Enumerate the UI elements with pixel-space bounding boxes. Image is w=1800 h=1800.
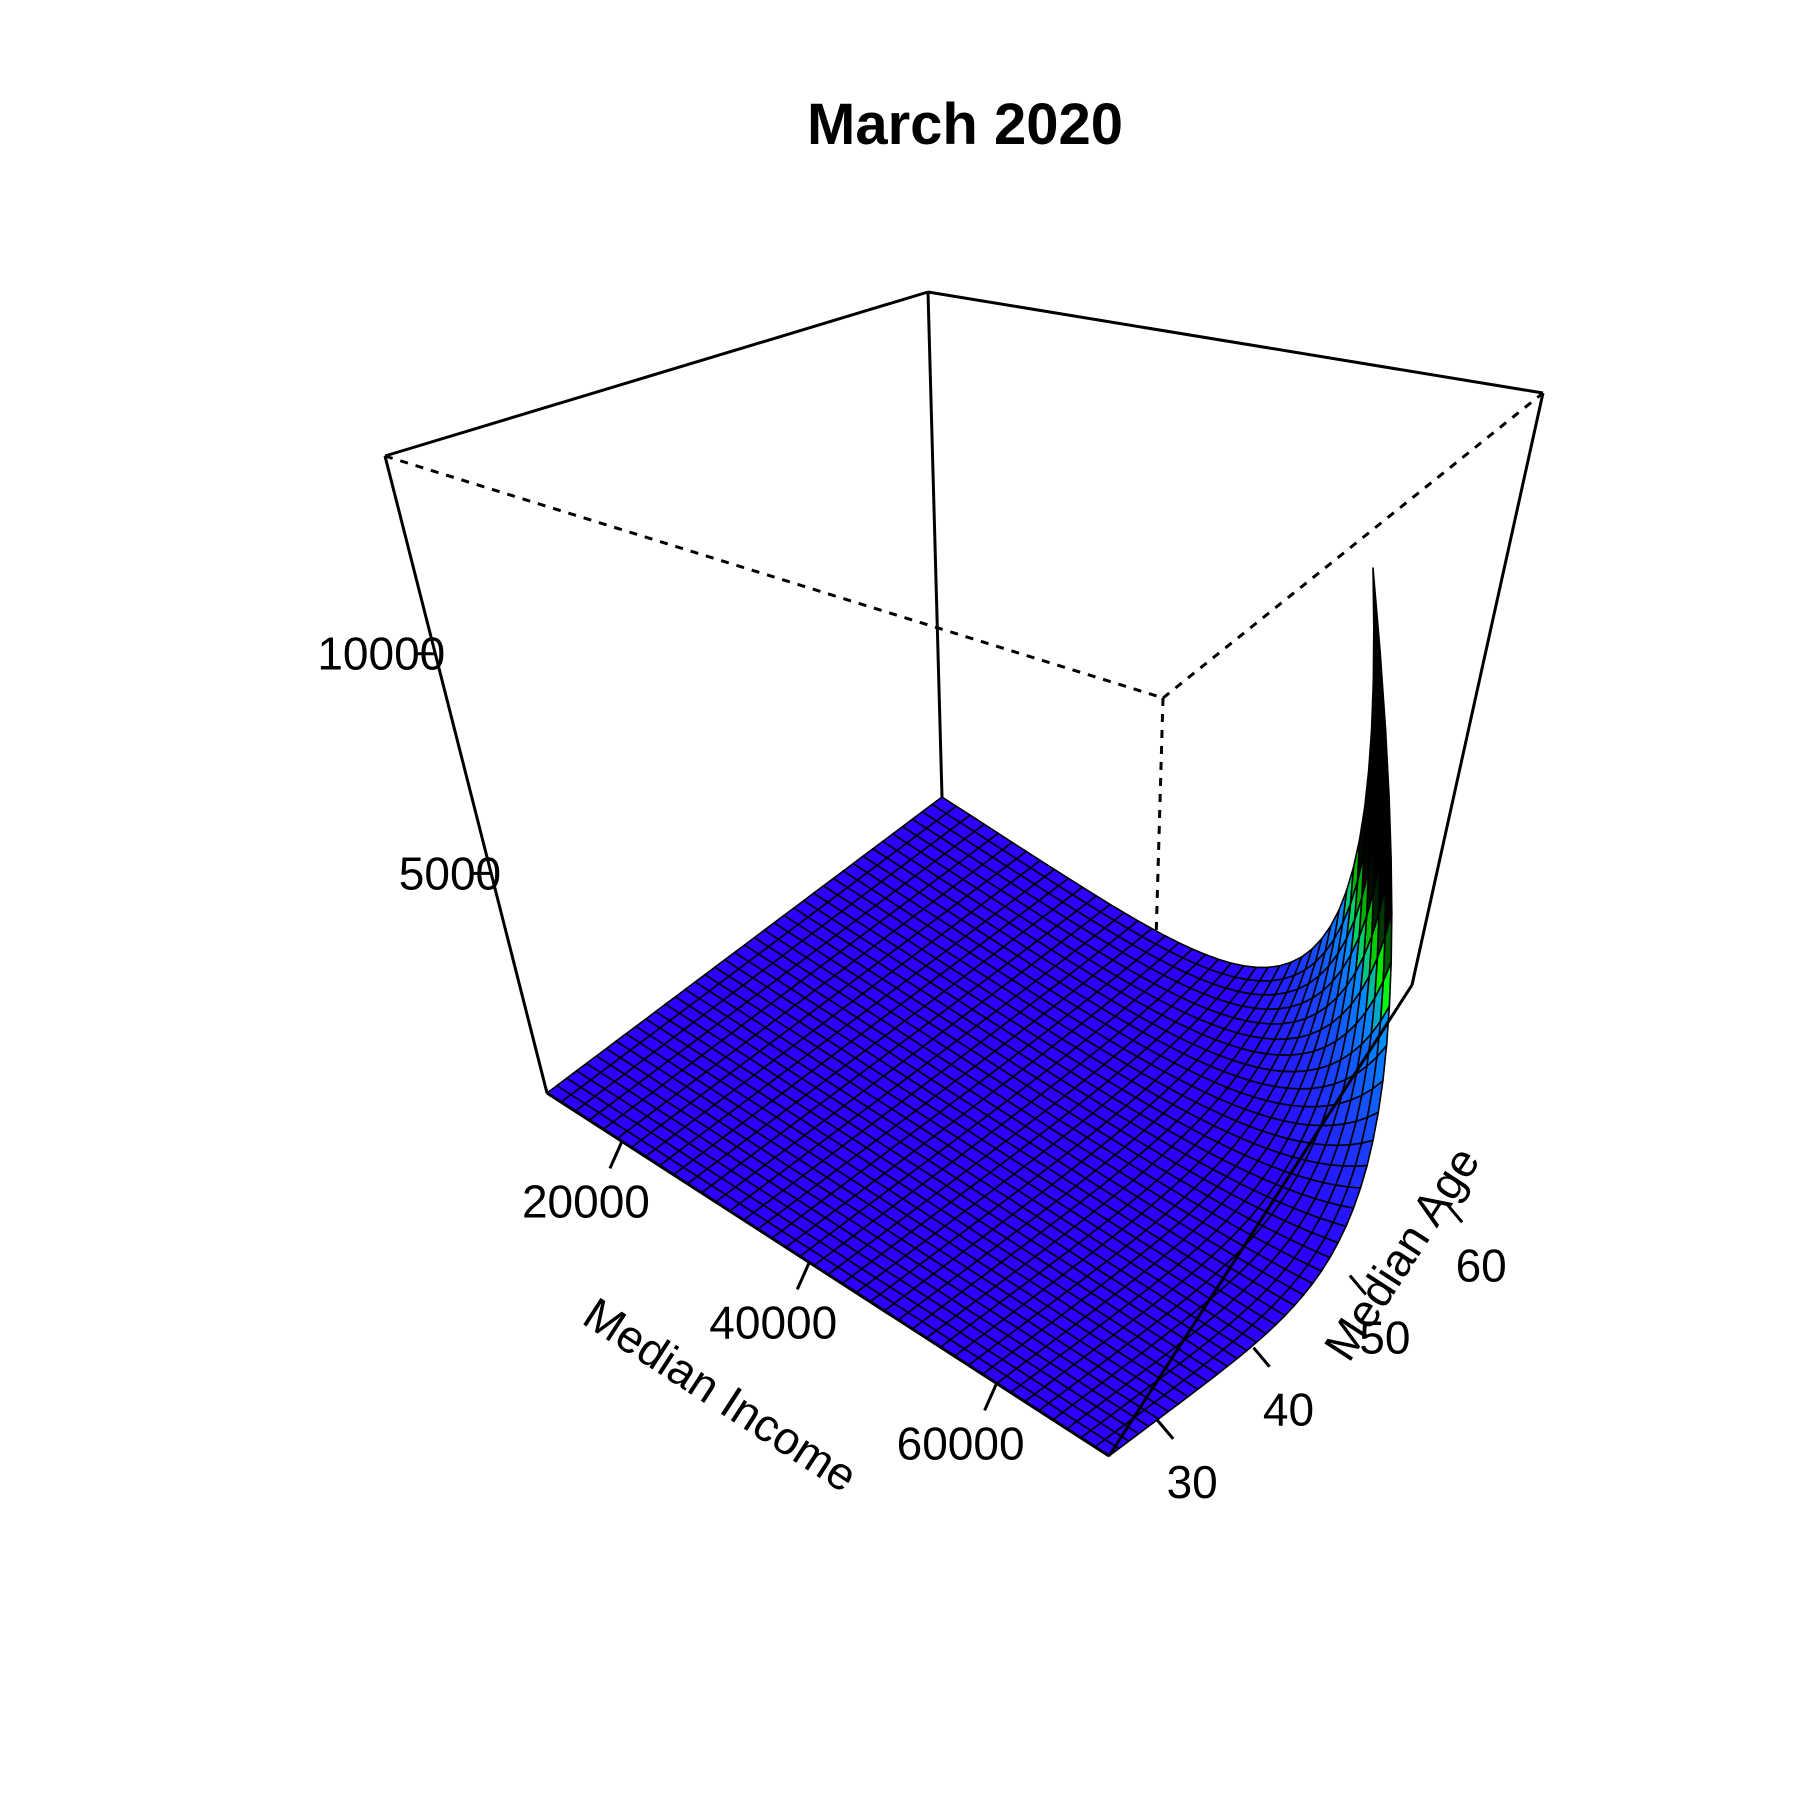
y-tick-mark bbox=[1156, 1418, 1175, 1440]
x-tick-mark bbox=[608, 1140, 624, 1170]
box-edge-left-vertical bbox=[383, 455, 549, 1094]
box-edge-back-top-left bbox=[384, 454, 1164, 700]
box-edge-right-bottom bbox=[1107, 984, 1414, 1457]
box-edge-top-left bbox=[384, 290, 929, 458]
z-axis-ticks: 5000 10000 bbox=[317, 628, 501, 900]
box-edge-front-bottom bbox=[546, 1091, 1110, 1458]
x-tick-label: 40000 bbox=[709, 1296, 837, 1348]
x-tick-mark bbox=[795, 1261, 811, 1291]
box-edge-top-vertical bbox=[926, 291, 944, 798]
z-tick-label: 10000 bbox=[317, 628, 445, 680]
y-tick-label: 60 bbox=[1456, 1239, 1507, 1291]
x-axis-ticks: 20000 40000 60000 bbox=[522, 1140, 1025, 1469]
x-tick-label: 20000 bbox=[522, 1175, 650, 1227]
bounding-box-front bbox=[383, 290, 1545, 1458]
y-tick-label: 50 bbox=[1359, 1312, 1410, 1364]
box-edge-back-top-right bbox=[1162, 391, 1544, 700]
x-tick-label: 60000 bbox=[897, 1417, 1025, 1469]
y-tick-mark bbox=[1252, 1346, 1271, 1368]
surface-mesh bbox=[546, 567, 1393, 1457]
y-tick-mark bbox=[1348, 1274, 1368, 1296]
y-tick-label: 30 bbox=[1167, 1456, 1218, 1508]
y-tick-mark bbox=[1445, 1202, 1464, 1224]
y-tick-label: 40 bbox=[1263, 1384, 1314, 1436]
box-edge-top-right bbox=[927, 290, 1544, 395]
y-axis-ticks: 30 40 50 60 bbox=[1156, 1202, 1507, 1508]
box-edge-right-vertical bbox=[1410, 392, 1545, 986]
chart-title: March 2020 bbox=[807, 92, 1123, 157]
z-tick-label: 5000 bbox=[399, 847, 501, 899]
x-tick-mark bbox=[983, 1382, 998, 1412]
